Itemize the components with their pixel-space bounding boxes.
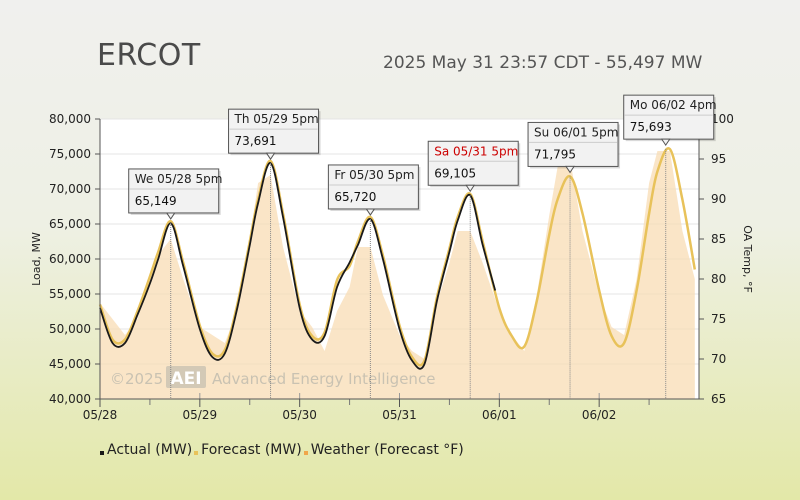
callout-pointer: [660, 138, 671, 147]
callout-day: Sa 05/31 5pm: [434, 144, 518, 158]
peak-callout: Sa 05/31 5pm 69,105: [427, 140, 521, 193]
callout-value: 73,691: [235, 134, 277, 148]
x-tick-label: 06/01: [482, 408, 517, 422]
x-tick-label: 06/02: [582, 408, 617, 422]
callout-value: 71,795: [534, 147, 576, 161]
left-axis-title: Load, MW: [30, 232, 43, 286]
left-tick-label: 60,000: [49, 252, 91, 266]
legend-label: Weather (Forecast °F): [310, 442, 464, 458]
legend-item: Actual (MW): [100, 442, 192, 458]
x-tick-label: 05/29: [183, 408, 218, 422]
right-tick-label: 95: [711, 152, 726, 166]
peak-callout: Su 06/01 5pm 71,795: [527, 121, 621, 174]
callout-pointer: [165, 212, 176, 220]
callout-box: [128, 168, 220, 214]
callout-box: [623, 94, 715, 140]
right-axis-title: OA Temp, °F: [741, 225, 754, 293]
left-tick-label: 55,000: [49, 287, 91, 301]
legend-item: Forecast (MW): [194, 442, 302, 458]
callout-pointer: [265, 152, 276, 161]
callout-day: We 05/28 5pm: [135, 172, 223, 186]
actual-line: [99, 162, 497, 370]
watermark-copyright: ©2025: [110, 370, 163, 388]
right-tick-label: 100: [711, 112, 734, 126]
left-tick-label: 75,000: [49, 147, 91, 161]
callout-box: [228, 108, 320, 154]
legend-swatch: [303, 451, 308, 455]
left-tick-label: 45,000: [49, 357, 91, 371]
x-tick-label: 05/30: [282, 408, 317, 422]
right-tick-label: 80: [711, 272, 726, 286]
current-load-readout: 2025 May 31 23:57 CDT - 55,497 MW: [383, 53, 703, 73]
watermark-logo: AEI: [170, 369, 201, 389]
callout-value: 75,693: [630, 120, 672, 134]
page-title: ERCOT: [97, 38, 201, 73]
right-tick-label: 85: [711, 232, 726, 246]
callout-value: 65,149: [135, 194, 177, 208]
callout-day: Th 05/29 5pm: [234, 112, 319, 126]
left-tick-label: 80,000: [49, 112, 91, 126]
callout-value: 65,720: [334, 190, 376, 204]
left-tick-label: 65,000: [49, 217, 91, 231]
right-tick-label: 65: [711, 392, 726, 406]
callout-day: Su 06/01 5pm: [534, 125, 618, 139]
callout-pointer: [365, 208, 376, 216]
callout-day: Fr 05/30 5pm: [334, 168, 414, 182]
callout-box: [327, 164, 419, 210]
weather-area: [100, 151, 695, 399]
legend-label: Forecast (MW): [201, 442, 302, 458]
left-tick-label: 40,000: [49, 392, 91, 406]
peak-callout: Th 05/29 5pm 73,691: [228, 108, 321, 161]
callout-day: Mo 06/02 4pm: [630, 98, 717, 112]
chart-legend: Actual (MW) Forecast (MW) Weather (Forecas…: [100, 442, 466, 458]
peak-callout: Mo 06/02 4pm 75,693: [623, 94, 717, 147]
left-tick-label: 70,000: [49, 182, 91, 196]
watermark-logo-box: [166, 366, 206, 388]
watermark-name: Advanced Energy Intelligence: [212, 370, 435, 388]
right-tick-label: 90: [711, 192, 726, 206]
load-chart: ©2025 AEI Advanced Energy Intelligence 40,…: [30, 94, 754, 422]
forecast-line: [98, 147, 697, 367]
peak-callout: We 05/28 5pm 65,149: [128, 168, 223, 220]
legend-item: Weather (Forecast °F): [303, 442, 464, 458]
callout-value: 69,105: [434, 166, 476, 180]
legend-swatch: [194, 451, 199, 455]
peak-callout: Fr 05/30 5pm 65,720: [327, 164, 421, 216]
x-tick-label: 05/31: [382, 408, 417, 422]
legend-label: Actual (MW): [107, 442, 193, 458]
callout-pointer: [565, 165, 575, 174]
callout-pointer: [465, 184, 476, 193]
right-tick-label: 75: [711, 312, 726, 326]
left-tick-label: 50,000: [49, 322, 91, 336]
legend-swatch: [100, 451, 104, 455]
x-tick-label: 05/28: [83, 408, 118, 422]
right-tick-label: 70: [711, 352, 726, 366]
